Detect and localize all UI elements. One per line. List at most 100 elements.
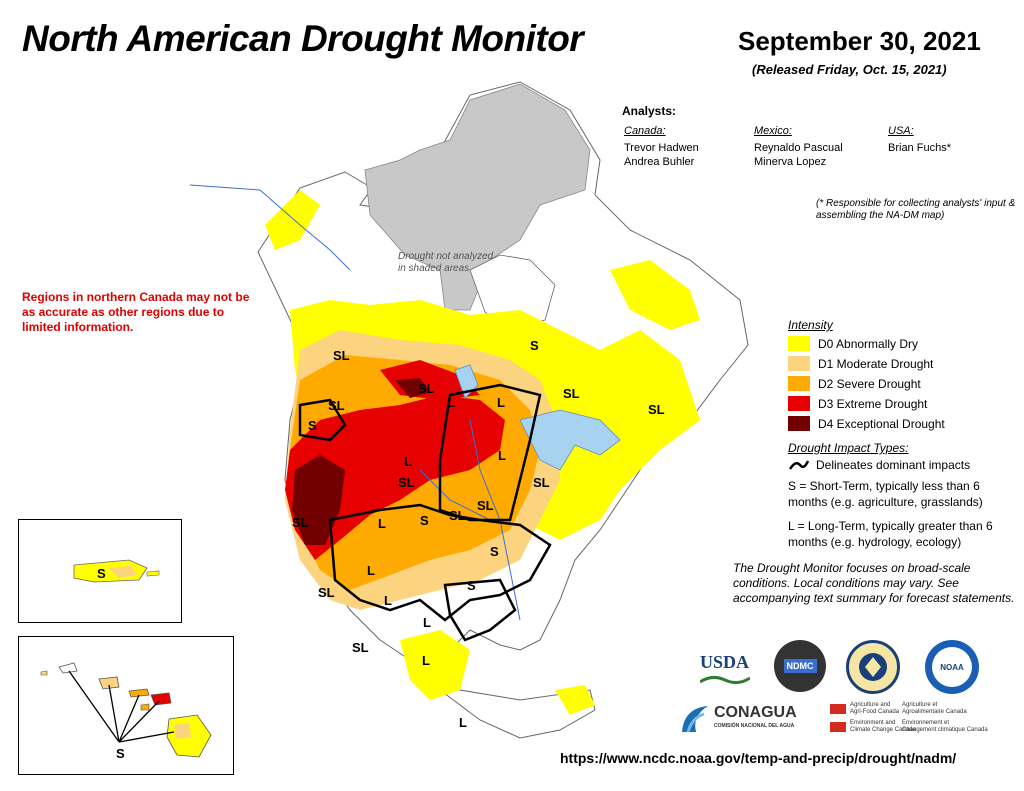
analysts-mexico: Mexico: Reynaldo Pascual Minerva Lopez	[754, 124, 843, 169]
legend-swatch	[788, 396, 810, 411]
canada-flag-icon	[830, 722, 846, 732]
legend-item-d1: D1 Moderate Drought	[788, 355, 933, 372]
lanai	[140, 703, 150, 711]
map-label: L	[367, 563, 375, 578]
legend-impact-line-label: Delineates dominant impacts	[816, 458, 971, 472]
legend-impact-short-term: S = Short-Term, typically less than 6 mo…	[788, 479, 983, 509]
legend-impact-long-term: L = Long-Term, typically greater than 6 …	[788, 519, 993, 549]
env-canada-fr: Environnement et Changement climatique Ca…	[902, 720, 988, 733]
gray-note-line-1: Drought not analyzed	[398, 251, 494, 262]
usda-logo: USDA	[699, 652, 751, 688]
map-label: SL	[318, 585, 335, 600]
map-label: L	[404, 454, 412, 469]
legend-label: D0 Abnormally Dry	[818, 336, 919, 351]
impact-boundary-central	[438, 383, 542, 522]
map-label: SL	[563, 386, 580, 401]
legend-impact-title: Drought Impact Types:	[788, 441, 909, 455]
analysts-canada: Canada: Trevor Hadwen Andrea Buhler	[624, 124, 699, 169]
map-label: SL	[533, 475, 550, 490]
map-label: L	[422, 653, 430, 668]
inset-label-hi: S	[116, 746, 125, 761]
source-url[interactable]: https://www.ncdc.noaa.gov/temp-and-preci…	[560, 750, 957, 766]
d0-area-east	[610, 260, 700, 330]
impact-boundary-west	[298, 398, 347, 442]
map-label: L	[498, 448, 506, 463]
legend-item-d2: D2 Severe Drought	[788, 375, 921, 392]
map-label: SL	[418, 381, 435, 396]
impact-boundary-texas	[443, 578, 517, 642]
puerto-rico-d1	[109, 566, 137, 578]
map-label: S	[490, 544, 499, 559]
agr-canada-en: Agriculture and Agri-Food Canada	[850, 702, 900, 715]
analysts-country-label: Canada:	[624, 125, 666, 137]
map-label: L	[378, 516, 386, 531]
map-label: SL	[328, 398, 345, 413]
ndmc-logo-text: NDMC	[783, 659, 817, 673]
map-label: SL	[333, 348, 350, 363]
analysts-heading: Analysts:	[622, 104, 677, 118]
legend-swatch	[788, 376, 810, 391]
d4-area	[292, 455, 345, 545]
puerto-rico-island	[73, 559, 148, 583]
d0-area-mexico	[400, 630, 470, 700]
d0-area-west	[265, 190, 320, 250]
d4-area-north	[395, 378, 430, 398]
map-date: September 30, 2021	[738, 26, 981, 56]
map-label: S	[467, 578, 476, 593]
legend-swatch	[788, 336, 810, 351]
analyst-name: Reynaldo Pascual	[754, 142, 843, 154]
impact-boundary-south	[328, 503, 552, 622]
legend-label: D3 Extreme Drought	[818, 396, 928, 411]
kauai	[58, 662, 78, 674]
gray-note-line-2: in shaded areas	[398, 263, 469, 274]
vieques-island	[146, 570, 160, 577]
analysts-footnote: (* Responsible for collecting analysts' …	[816, 198, 1016, 221]
map-title: North American Drought Monitor	[22, 18, 584, 59]
inset-label-pr: S	[97, 566, 106, 581]
map-label: S	[530, 338, 539, 353]
map-label: SL	[648, 402, 665, 417]
legend-intensity-title: Intensity	[788, 318, 833, 332]
d0-area-yucatan	[555, 685, 595, 715]
legend-item-d4: D4 Exceptional Drought	[788, 415, 945, 432]
legend-item-d3: D3 Extreme Drought	[788, 395, 927, 412]
map-label: SL	[477, 498, 494, 513]
great-lakes	[519, 409, 621, 471]
agr-canada-fr: Agriculture et Agroalimentaire Canada	[902, 702, 967, 715]
maui	[150, 692, 172, 706]
map-label: SL	[352, 640, 369, 655]
puerto-rico-inset: S	[18, 519, 182, 623]
hawaii-impact-lines	[68, 670, 175, 743]
legend-item-d0: D0 Abnormally Dry	[788, 335, 918, 352]
release-date: (Released Friday, Oct. 15, 2021)	[752, 62, 947, 77]
map-label: L	[447, 395, 455, 410]
analyst-name: Brian Fuchs*	[888, 142, 951, 154]
canada-flag-icon	[830, 704, 846, 714]
analyst-name: Andrea Buhler	[624, 156, 695, 168]
map-label: S	[308, 418, 317, 433]
legend-label: D2 Severe Drought	[818, 376, 921, 391]
map-label: L	[423, 615, 431, 630]
map-label: S	[420, 513, 429, 528]
noaa-logo-text: NOAA	[940, 662, 964, 672]
legend-impact-line: Delineates dominant impacts	[788, 458, 970, 472]
usda-logo-text: USDA	[700, 652, 750, 672]
analysts-usa: USA: Brian Fuchs*	[888, 124, 951, 155]
legend-label: D1 Moderate Drought	[818, 356, 934, 371]
noaa-logo: NOAA	[925, 640, 979, 694]
molokai	[128, 688, 150, 698]
doc-seal-logo	[846, 640, 900, 694]
map-label: SL	[449, 508, 466, 523]
analyst-name: Minerva Lopez	[754, 156, 827, 168]
map-label: SL	[292, 515, 309, 530]
not-analyzed-region	[364, 83, 591, 311]
conagua-logo: CONAGUA COMISIÓN NACIONAL DEL AGUA	[678, 700, 818, 740]
legend-swatch	[788, 416, 810, 431]
env-canada-en: Environment and Climate Change Canada	[850, 720, 916, 733]
legend-label: D4 Exceptional Drought	[818, 416, 945, 431]
hawaii-inset: S	[18, 636, 234, 775]
hawaii-map: S	[40, 662, 212, 761]
map-label: L	[459, 715, 467, 730]
analysts-country-label: Mexico:	[754, 125, 792, 137]
